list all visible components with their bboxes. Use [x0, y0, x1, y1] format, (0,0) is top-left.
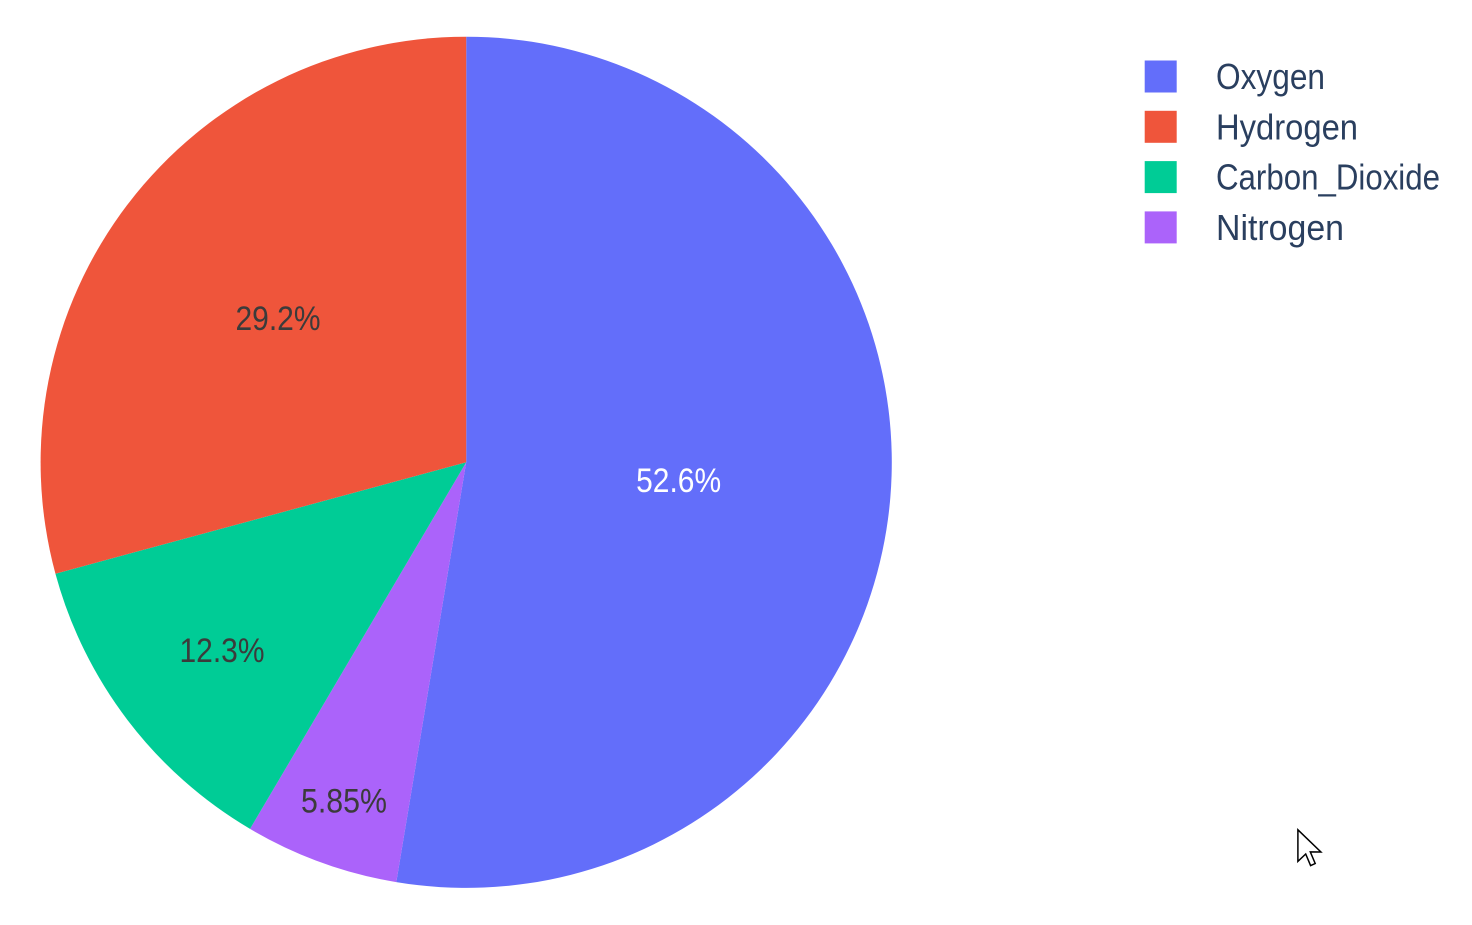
- svg-text:52.6%: 52.6%: [636, 462, 721, 500]
- svg-text:Oxygen: Oxygen: [1216, 56, 1325, 97]
- svg-text:Nitrogen: Nitrogen: [1216, 207, 1344, 248]
- svg-text:12.3%: 12.3%: [180, 632, 265, 670]
- svg-text:5.85%: 5.85%: [301, 783, 387, 821]
- svg-text:29.2%: 29.2%: [236, 300, 321, 338]
- svg-text:Hydrogen: Hydrogen: [1216, 106, 1358, 147]
- svg-text:Carbon_Dioxide: Carbon_Dioxide: [1216, 157, 1440, 198]
